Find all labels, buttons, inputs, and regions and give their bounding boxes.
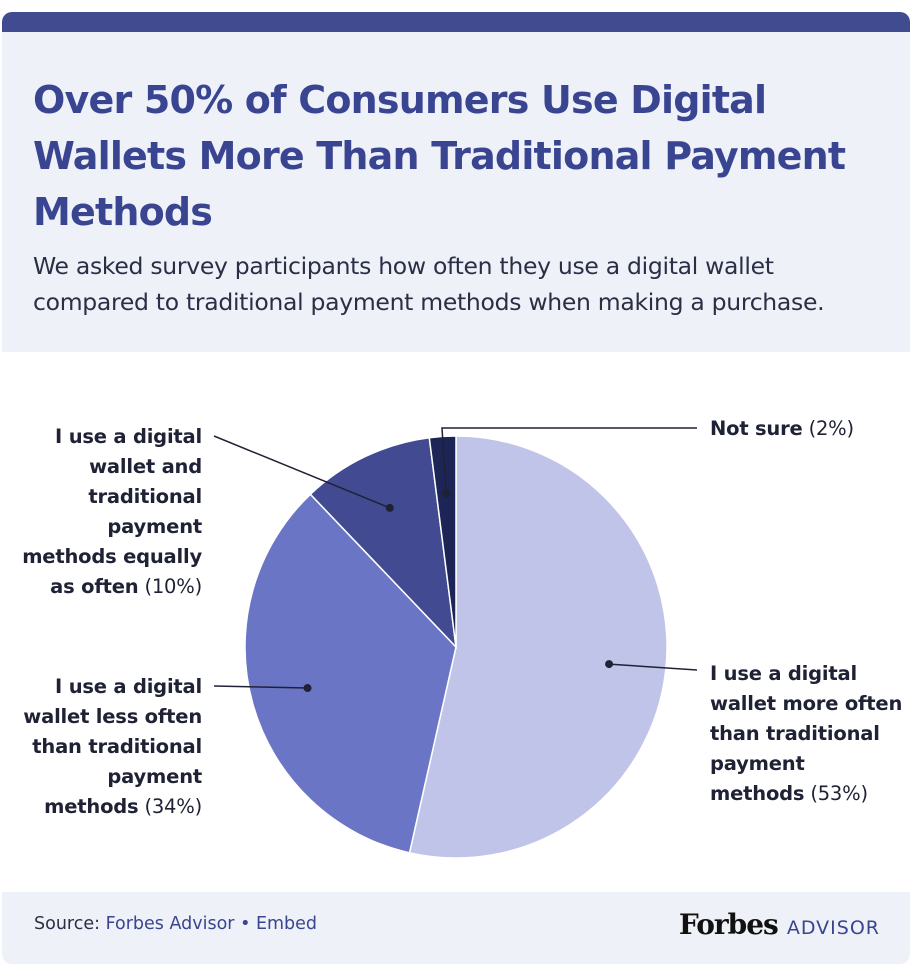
source-link[interactable]: Forbes Advisor bbox=[105, 914, 235, 934]
slice-label-text: Not sure bbox=[710, 417, 803, 440]
slice-label-text: I use a digital wallet and traditional p… bbox=[22, 425, 202, 598]
label-leader-lines bbox=[213, 427, 698, 693]
leader-dot-not-sure bbox=[442, 489, 451, 498]
infographic-card: Over 50% of Consumers Use Digital Wallet… bbox=[2, 12, 910, 964]
leader-dot-more-often bbox=[605, 660, 614, 669]
embed-link[interactable]: Embed bbox=[255, 914, 318, 934]
source-separator: • bbox=[234, 914, 256, 934]
slice-label-text: I use a digital wallet more often than t… bbox=[710, 662, 903, 805]
label-equally: I use a digital wallet and traditional p… bbox=[22, 422, 202, 602]
leader-line-not-sure bbox=[441, 427, 697, 494]
slice-value-label: (2%) bbox=[808, 417, 855, 440]
slice-value-label: (53%) bbox=[810, 782, 868, 805]
pie-slice-more-often bbox=[408, 435, 668, 859]
brand-name: Forbes bbox=[678, 908, 779, 941]
leader-dot-less-often bbox=[303, 684, 312, 693]
label-more-often: I use a digital wallet more often than t… bbox=[710, 659, 905, 809]
slice-label-text: I use a digital wallet less often than t… bbox=[23, 675, 202, 818]
leader-line-less-often bbox=[213, 685, 308, 689]
brand-suffix: ADVISOR bbox=[786, 917, 880, 939]
forbes-advisor-logo: Forbes ADVISOR bbox=[679, 908, 880, 944]
leader-dot-equally bbox=[385, 503, 394, 512]
chart-title: Over 50% of Consumers Use Digital Wallet… bbox=[33, 78, 846, 234]
pie-slice-less-often bbox=[244, 493, 457, 854]
source-line: Source: Forbes Advisor • Embed bbox=[34, 914, 317, 934]
header: Over 50% of Consumers Use Digital Wallet… bbox=[2, 32, 910, 352]
slice-value-label: (10%) bbox=[144, 575, 202, 598]
chart-subtitle: We asked survey participants how often t… bbox=[33, 252, 825, 316]
leader-line-equally bbox=[213, 435, 391, 509]
slice-value-label: (34%) bbox=[144, 795, 202, 818]
top-accent-bar bbox=[2, 12, 910, 32]
pie-chart-area: Not sure (2%) I use a digital wallet and… bbox=[2, 352, 910, 892]
footer: Source: Forbes Advisor • Embed Forbes AD… bbox=[2, 892, 910, 964]
label-not-sure: Not sure (2%) bbox=[710, 414, 900, 444]
pie-chart bbox=[213, 427, 698, 859]
source-prefix: Source: bbox=[34, 914, 106, 934]
label-less-often: I use a digital wallet less often than t… bbox=[22, 672, 202, 822]
leader-line-more-often bbox=[609, 663, 698, 671]
pie-slices bbox=[244, 435, 668, 859]
